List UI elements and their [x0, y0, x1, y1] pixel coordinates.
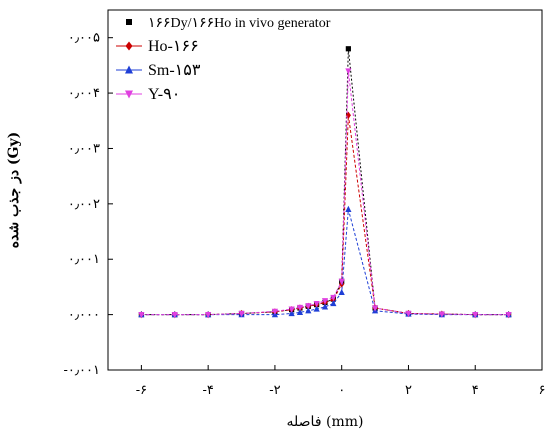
point-marker [405, 310, 412, 318]
series-line [141, 115, 509, 316]
point-marker [313, 300, 320, 308]
legend-label: Ho-۱۶۶ [148, 38, 199, 55]
point-marker [125, 90, 133, 99]
point-marker [125, 65, 133, 74]
y-tick-label: -۰٫۰۰۱ [63, 363, 100, 378]
point-marker [345, 205, 352, 212]
point-marker [472, 312, 479, 319]
point-marker [271, 308, 279, 315]
point-marker [330, 299, 337, 307]
x-tick-label: -۲ [269, 383, 280, 398]
legend-label: ۱۶۶Dy/۱۶۶Ho in vivo generator [148, 16, 331, 31]
point-marker [288, 309, 295, 317]
legend-item-0: ۱۶۶Dy/۱۶۶Ho in vivo generator [126, 16, 331, 31]
series-line [141, 70, 509, 316]
point-marker [505, 312, 512, 319]
series-1 [138, 111, 512, 319]
point-marker [345, 68, 352, 75]
x-tick-label: ۰ [338, 383, 345, 398]
y-tick-label: ۰٫۰۰۲ [68, 197, 100, 212]
point-marker [338, 278, 345, 285]
point-marker [296, 308, 304, 315]
point-marker [296, 304, 304, 312]
point-marker [288, 306, 295, 313]
legend-item-2: Sm-۱۵۳ [116, 62, 201, 79]
series-line [141, 48, 509, 316]
y-tick-label: ۰٫۰۰۰ [68, 308, 100, 323]
point-marker [321, 298, 329, 305]
legend-item-1: Ho-۱۶۶ [116, 38, 199, 55]
series-line [141, 209, 509, 316]
series-0 [138, 46, 512, 318]
point-marker [321, 303, 329, 310]
point-marker [138, 312, 145, 319]
series-3 [138, 68, 512, 319]
x-tick-label: ۴ [472, 383, 479, 398]
plot-frame [107, 9, 543, 371]
legend-item-3: Y-۹۰ [116, 86, 180, 103]
x-tick-label: ۲ [405, 383, 412, 398]
point-marker [313, 305, 320, 312]
y-axis-title: دز جذب شده (Gy) [6, 132, 22, 249]
point-marker [238, 310, 245, 318]
point-marker [126, 19, 132, 25]
y-axis-ticks: -۰٫۰۰۱ ۰٫۰۰۰ ۰٫۰۰۱ ۰٫۰۰۲ ۰٫۰۰۳ ۰٫۰۰۴ ۰٫۰۰۵ [63, 31, 113, 378]
y-tick-label: ۰٫۰۰۳ [68, 141, 100, 156]
x-axis-ticks: -۶ -۴ -۲ ۰ ۲ ۴ ۶ [136, 365, 546, 398]
point-marker [125, 41, 133, 51]
y-tick-label: ۰٫۰۰۱ [68, 252, 100, 267]
x-tick-label: -۴ [202, 383, 213, 398]
legend-label: Y-۹۰ [148, 86, 180, 103]
y-tick-label: ۰٫۰۰۵ [68, 31, 100, 46]
point-marker [171, 312, 178, 319]
x-axis-title: فاصله (mm) [287, 414, 364, 430]
point-marker [338, 288, 345, 296]
point-marker [305, 303, 312, 310]
point-marker [330, 294, 337, 302]
x-tick-label: ۶ [539, 383, 546, 398]
series-layer [138, 46, 512, 319]
point-marker [345, 46, 351, 52]
legend: ۱۶۶Dy/۱۶۶Ho in vivo generator Ho-۱۶۶ Sm-۱۵… [116, 16, 331, 103]
series-2 [138, 205, 512, 318]
y-tick-label: ۰٫۰۰۴ [68, 86, 100, 101]
point-marker [205, 312, 212, 319]
legend-label: Sm-۱۵۳ [148, 62, 201, 79]
point-marker [305, 307, 312, 314]
point-marker [438, 311, 445, 318]
x-tick-label: -۶ [136, 383, 147, 398]
point-marker [345, 111, 351, 119]
point-marker [371, 305, 379, 312]
